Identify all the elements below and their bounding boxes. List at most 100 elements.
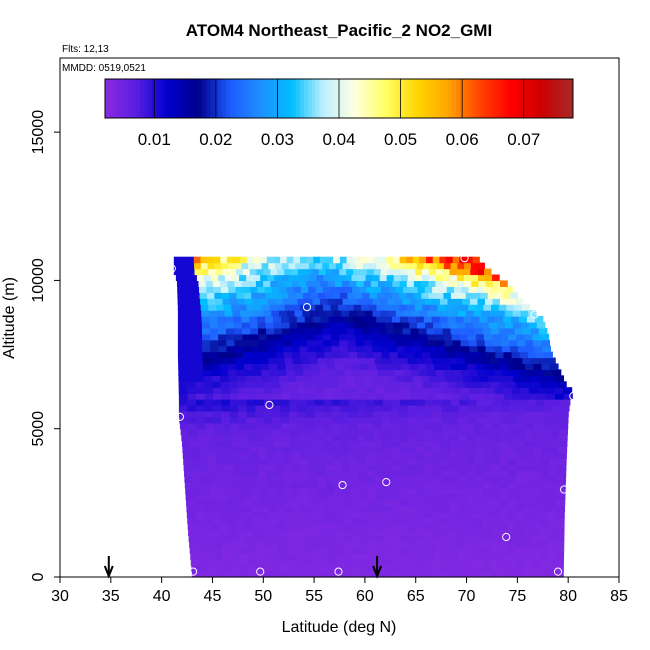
curtain-cell [550, 434, 560, 442]
curtain-cell [241, 321, 251, 329]
curtain-cell [326, 523, 336, 531]
curtain-cell [499, 446, 509, 454]
curtain-cell [408, 476, 417, 483]
curtain-cell [495, 292, 504, 299]
curtain-cell [214, 262, 222, 270]
curtain-cell [205, 280, 214, 287]
curtain-cell [302, 523, 311, 531]
curtain-cell [501, 399, 511, 406]
curtain-cell [234, 339, 244, 347]
curtain-cell [305, 321, 315, 329]
curtain-cell [458, 310, 467, 317]
curtain-cell [185, 316, 195, 323]
curtain-cell [514, 535, 524, 543]
curtain-cell [400, 387, 410, 394]
curtain-cell [277, 517, 287, 525]
curtain-cell [506, 535, 516, 543]
curtain-cell [507, 499, 516, 507]
curtain-cell [350, 505, 360, 513]
curtain-cell [475, 286, 484, 293]
curtain-cell [500, 428, 510, 436]
curtain-cell [233, 470, 243, 477]
curtain-cell [379, 256, 387, 264]
curtain-cell [284, 488, 294, 495]
curtain-cell [258, 333, 268, 341]
curtain-cell [180, 256, 188, 264]
curtain-cell [336, 559, 346, 566]
curtain-cell [383, 493, 393, 501]
curtain-cell [424, 452, 434, 459]
curtain-cell [199, 565, 209, 572]
curtain-cell [262, 381, 272, 388]
curtain-cell [466, 434, 476, 442]
curtain-cell [339, 268, 347, 276]
curtain-cell [549, 458, 559, 465]
curtain-cell [308, 262, 317, 270]
curtain-cell [299, 351, 309, 359]
curtain-cell [490, 565, 500, 572]
curtain-cell [441, 410, 451, 418]
curtain-cell [347, 381, 357, 388]
colorbar-tick-label: 0.04 [322, 130, 355, 149]
curtain-cell [230, 547, 240, 554]
curtain-cell [372, 310, 381, 317]
curtain-cell [352, 547, 361, 554]
curtain-cell [340, 422, 350, 430]
curtain-cell [349, 393, 360, 400]
colorbar-swatch [323, 79, 328, 118]
curtain-cell [368, 316, 377, 323]
curtain-cell [356, 280, 365, 287]
curtain-cell [424, 464, 434, 471]
curtain-cell [187, 262, 195, 270]
curtain-cell [491, 416, 501, 424]
curtain-cell [524, 333, 533, 341]
curtain-cell [178, 410, 188, 418]
curtain-cell [300, 488, 310, 495]
curtain-cell [511, 387, 521, 394]
curtain-cell [253, 523, 262, 531]
curtain-cell [541, 452, 551, 459]
curtain-cell [269, 529, 279, 537]
curtain-cell [435, 268, 444, 276]
curtain-cell [298, 333, 308, 341]
curtain-cell [329, 571, 338, 578]
colorbar-swatch [339, 79, 344, 118]
curtain-cell [368, 541, 377, 548]
curtain-cell [483, 333, 493, 341]
curtain-cell [351, 529, 361, 537]
curtain-cell [237, 298, 246, 305]
curtain-cell [434, 387, 445, 394]
curtain-cell [334, 499, 344, 507]
curtain-cell [399, 304, 408, 311]
curtain-cell [233, 316, 242, 323]
colorbar-swatch [561, 79, 566, 118]
curtain-cell [233, 458, 243, 465]
curtain-cell [230, 298, 239, 305]
curtain-cell [424, 416, 434, 424]
curtain-cell [271, 310, 280, 317]
curtain-cell [482, 541, 491, 548]
curtain-cell [285, 523, 295, 531]
curtain-cell [365, 410, 375, 418]
curtain-cell [255, 553, 264, 560]
curtain-cell [559, 422, 569, 430]
curtain-cell [213, 416, 223, 424]
curtain-cell [457, 541, 467, 548]
curtain-cell [417, 387, 427, 394]
curtain-cell [421, 292, 430, 299]
curtain-cell [262, 547, 272, 554]
curtain-cell [333, 357, 343, 365]
curtain-cell [266, 327, 275, 335]
curtain-cell [291, 280, 300, 287]
curtain-cell [261, 529, 271, 537]
curtain-cell [533, 363, 543, 370]
curtain-cell [269, 523, 279, 531]
curtain-cell [428, 345, 438, 353]
curtain-cell [323, 387, 334, 394]
curtain-cell [302, 274, 310, 282]
curtain-cell [184, 482, 194, 489]
curtain-cell [482, 458, 492, 465]
curtain-cell [447, 298, 456, 305]
curtain-cell [385, 565, 395, 572]
curtain-cell [288, 262, 296, 270]
